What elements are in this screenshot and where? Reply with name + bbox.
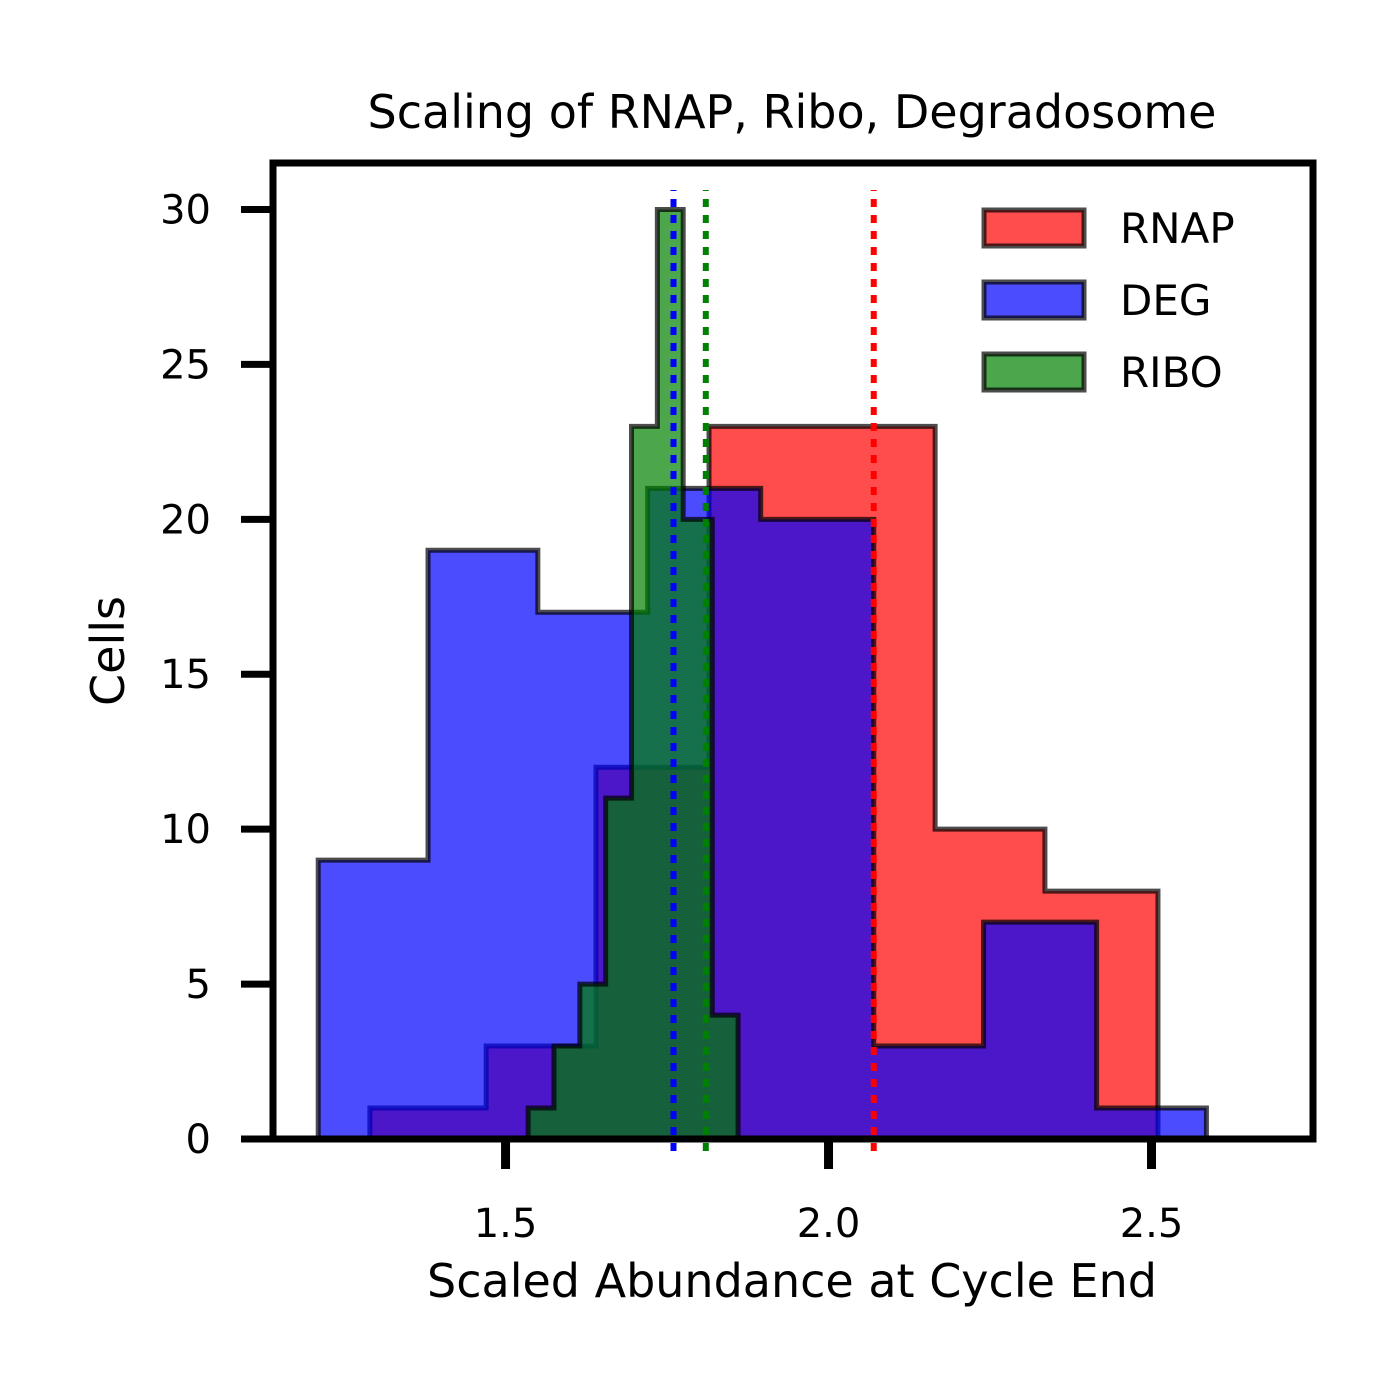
x-axis: 1.5 2.0 2.5 [474, 1139, 1184, 1247]
histogram-deg [315, 485, 1209, 1142]
y-tick-label: 25 [160, 342, 211, 388]
histogram-bars [315, 206, 1268, 1142]
y-tick-label: 10 [160, 807, 211, 853]
y-axis-label: Cells [81, 596, 135, 706]
legend-label-ribo: RIBO [1120, 348, 1223, 397]
x-tick-label: 2.0 [797, 1201, 861, 1247]
legend: RNAP DEG RIBO [981, 204, 1235, 397]
legend-swatch-deg [981, 279, 1087, 321]
x-tick-label: 1.5 [474, 1201, 538, 1247]
mean-lines [670, 190, 877, 1151]
y-tick-label: 30 [160, 187, 211, 233]
legend-swatch-rnap [981, 207, 1087, 249]
chart-title: Scaling of RNAP, Ribo, Degradosome [368, 85, 1217, 139]
y-tick-label: 0 [186, 1117, 211, 1163]
y-tick-label: 5 [186, 962, 211, 1008]
y-axis: 0 5 10 15 20 25 30 [160, 187, 273, 1163]
plot-frame [269, 159, 1317, 1143]
legend-swatch-ribo [981, 351, 1087, 393]
legend-label-deg: DEG [1120, 276, 1211, 325]
legend-label-rnap: RNAP [1120, 204, 1235, 253]
x-tick-label: 2.5 [1120, 1201, 1184, 1247]
x-axis-label: Scaled Abundance at Cycle End [427, 1254, 1157, 1308]
y-tick-label: 15 [160, 652, 211, 698]
histogram-ribo [525, 206, 790, 1142]
y-tick-label: 20 [160, 497, 211, 543]
